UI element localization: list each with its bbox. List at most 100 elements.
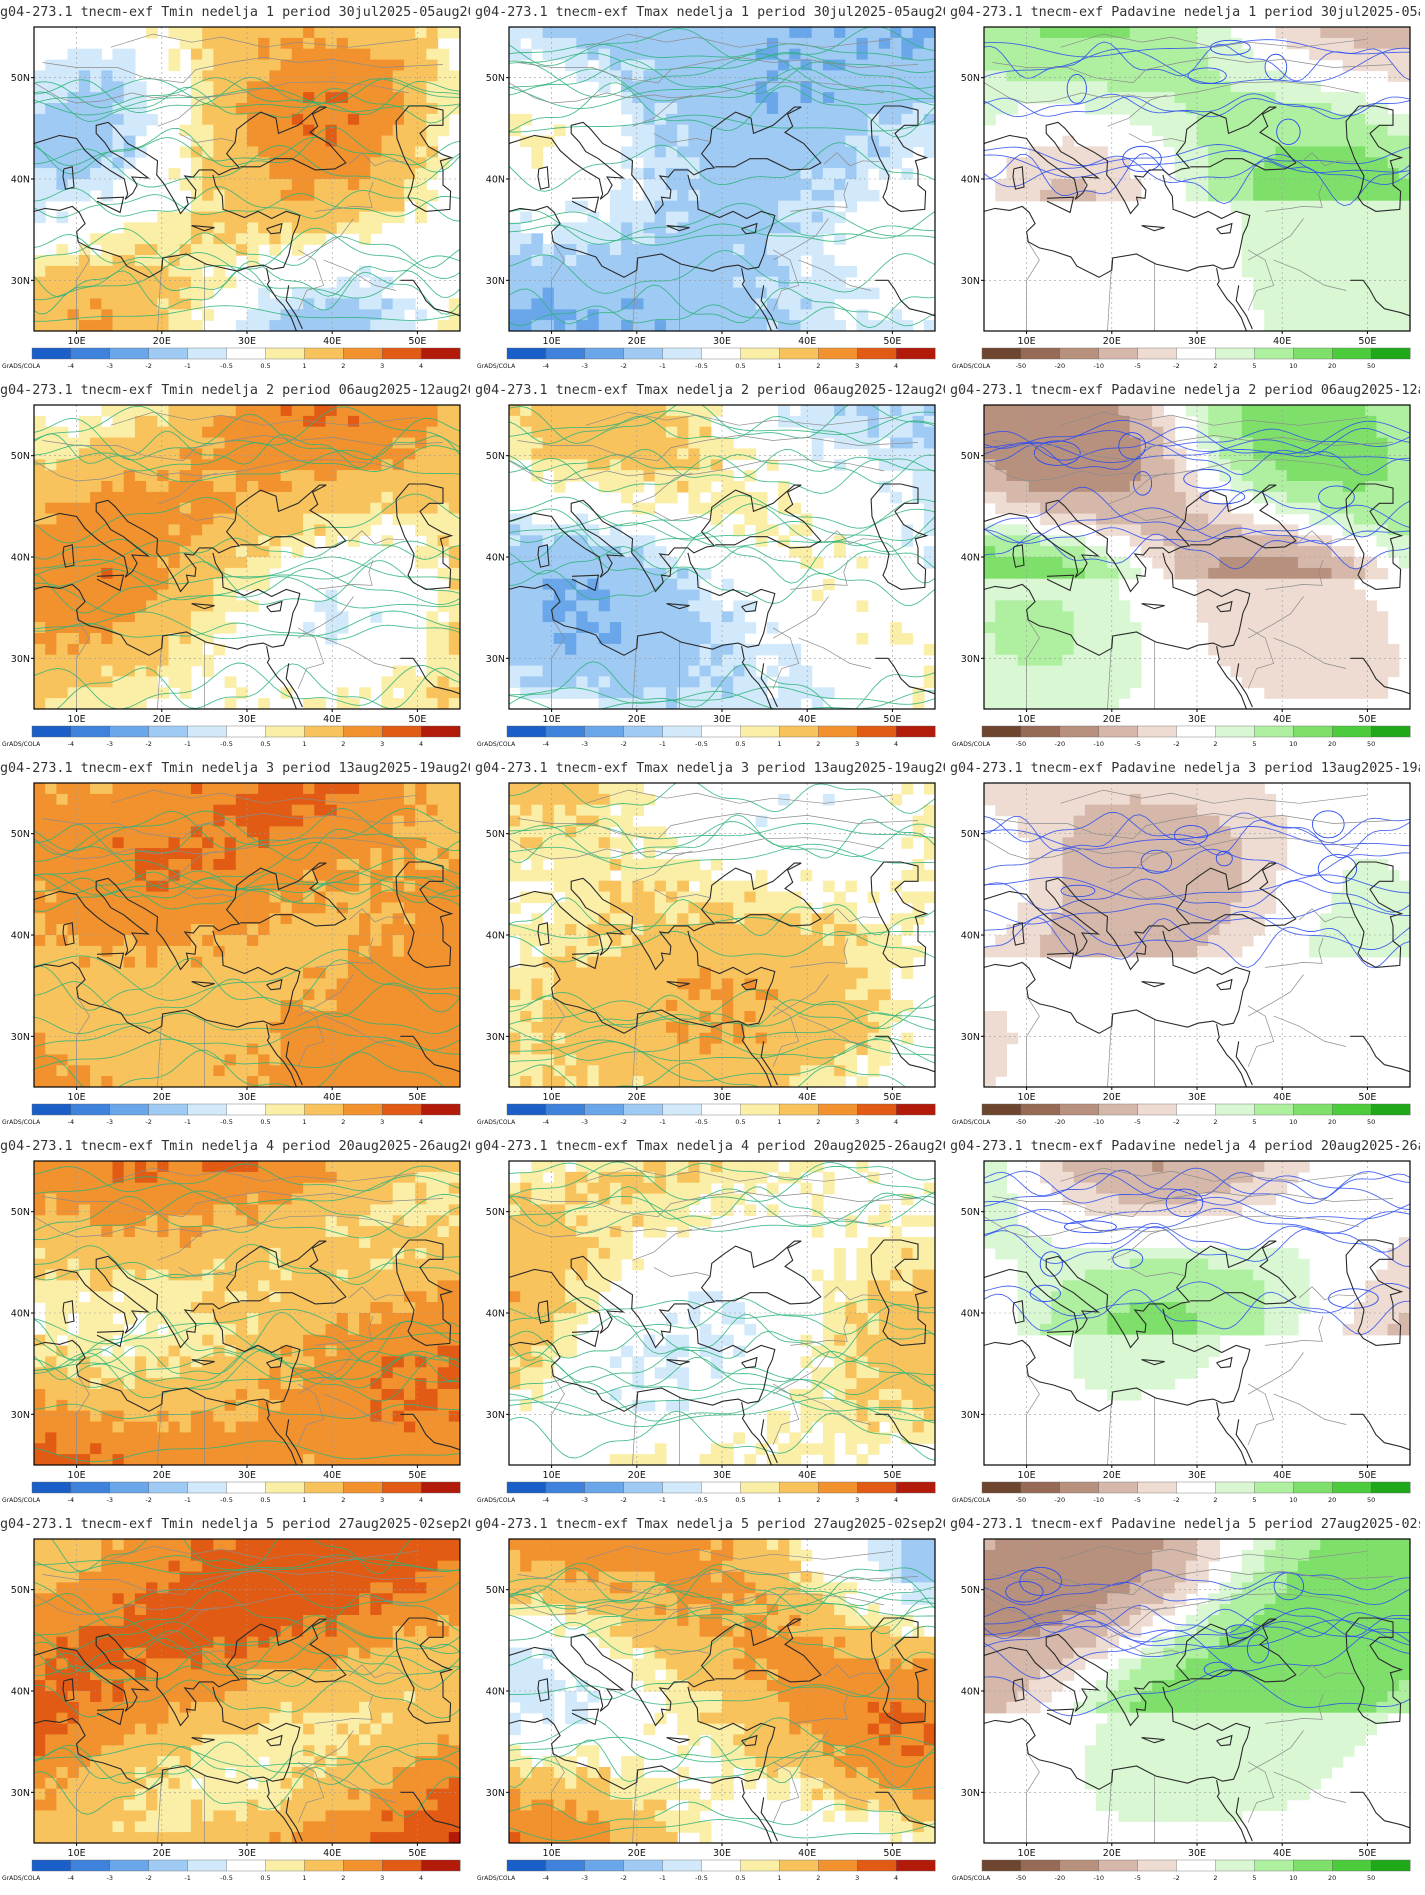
color-bar-label: -0.5 [220, 740, 233, 748]
color-bar-segment [31, 1103, 72, 1116]
color-bar-segment [740, 1103, 780, 1116]
temperature-contours [509, 405, 935, 709]
color-bar-segment [584, 1103, 625, 1116]
color-bar-label: 2 [341, 1118, 345, 1126]
color-bar-segment [304, 725, 344, 738]
color-bar-segment [1098, 1859, 1139, 1872]
map-panel-padavine-week-5: g04-273.1 tnecm-exf Padavine nedelja 5 p… [950, 1512, 1420, 1890]
color-bar-label: -3 [582, 1496, 588, 1504]
credit-label: GrADS/COLA [952, 1875, 991, 1882]
color-bar-label: 2 [816, 1118, 820, 1126]
map-svg: 50N 40N 30N 10E 20E 30E 40E 50E -4 -3 -2 -1 -0.5 0.5 1… [477, 1538, 936, 1882]
map-panel-title: g04-273.1 tnecm-exf Tmax nedelja 3 perio… [475, 761, 945, 776]
longitude-label: 10E [1018, 1848, 1036, 1859]
latitude-label: 40N [961, 175, 980, 186]
color-bar-segment [981, 1481, 1022, 1494]
color-bar-label: 3 [380, 362, 384, 370]
color-bar-label: 2 [816, 740, 820, 748]
color-bar-segment [623, 1103, 664, 1116]
latitude-label: 40N [486, 553, 505, 564]
color-bar-label: 0.5 [735, 1874, 745, 1882]
latitude-label: 50N [11, 73, 30, 84]
color-bar-label: 2 [341, 1874, 345, 1882]
map-svg: 50N 40N 30N 10E 20E 30E 40E 50E -4 -3 -2 -1 -0.5 0.5 1… [477, 26, 936, 370]
color-bar-segment [1176, 1481, 1216, 1494]
color-bar-label: -2 [145, 740, 151, 748]
color-bar-segment [779, 1103, 819, 1116]
color-bar-label: -2 [145, 1118, 151, 1126]
color-bar-label: 10 [1289, 1496, 1297, 1504]
longitude-label: 30E [713, 1848, 731, 1859]
color-bar-segment [31, 347, 72, 360]
color-bar-label: -5 [1134, 362, 1140, 370]
color-bar-label: 5 [1252, 1874, 1256, 1882]
map-panel-tmax-week-3: g04-273.1 tnecm-exf Tmax nedelja 3 perio… [475, 756, 945, 1134]
color-bar-label: 0.5 [735, 740, 745, 748]
longitude-label: 30E [238, 1092, 256, 1103]
color-bar-segment [304, 1103, 344, 1116]
credit-label: GrADS/COLA [2, 1119, 41, 1126]
color-bar-label: 1 [302, 1874, 306, 1882]
color-bar-label: -2 [620, 740, 626, 748]
color-bar-segment [506, 725, 547, 738]
map-panel-tmax-week-1: g04-273.1 tnecm-exf Tmax nedelja 1 perio… [475, 0, 945, 378]
color-bar-label: 1 [777, 1874, 781, 1882]
color-bar-label: 1 [777, 1118, 781, 1126]
color-bar-segment [31, 725, 72, 738]
longitude-label: 50E [408, 1848, 426, 1859]
color-bar-label: -1 [184, 1874, 190, 1882]
longitude-label: 40E [798, 714, 816, 725]
color-bar-segment [740, 1859, 780, 1872]
color-bar-label: 5 [1252, 740, 1256, 748]
latitude-label: 40N [11, 1687, 30, 1698]
color-bar-segment [1176, 725, 1216, 738]
map-svg: 50N 40N 30N 10E 20E 30E 40E 50E -4 -3 -2 -1 -0.5 0.5 1… [477, 782, 936, 1126]
color-bar-label: 4 [894, 1118, 898, 1126]
color-bar-label: -2 [145, 1496, 151, 1504]
longitude-label: 50E [1358, 336, 1376, 347]
color-bar-segment [981, 1103, 1022, 1116]
color-bar-segment [1370, 1103, 1411, 1116]
color-bar-segment [584, 1481, 625, 1494]
longitude-label: 10E [543, 1092, 561, 1103]
graticule [34, 1539, 460, 1843]
longitude-label: 10E [68, 1848, 86, 1859]
color-bar-segment [701, 725, 741, 738]
color-bar: -50 -20 -10 -5 -2 2 5 10 20 50 GrADS/COLA [952, 1859, 1411, 1882]
credit-label: GrADS/COLA [477, 1119, 516, 1126]
color-bar-segment [584, 347, 625, 360]
color-bar-label: 2 [341, 1496, 345, 1504]
longitude-label: 10E [543, 336, 561, 347]
color-bar-label: 3 [380, 740, 384, 748]
color-bar-segment [148, 347, 189, 360]
color-bar-segment [779, 347, 819, 360]
color-bar-label: 3 [855, 362, 859, 370]
color-bar-segment [1020, 1859, 1061, 1872]
map-panel-padavine-week-2: g04-273.1 tnecm-exf Padavine nedelja 2 p… [950, 378, 1420, 756]
color-bar-segment [420, 347, 461, 360]
latitude-label: 40N [486, 1309, 505, 1320]
color-bar-segment [265, 725, 305, 738]
coastlines [984, 33, 1410, 331]
color-bar-segment [545, 725, 586, 738]
latitude-label: 30N [961, 654, 980, 665]
map-svg: 50N 40N 30N 10E 20E 30E 40E 50E -50 -20 -10 -5 -2 2 5 1… [952, 1538, 1411, 1882]
color-bar-label: 2 [1213, 1496, 1217, 1504]
color-bar-segment [623, 1481, 664, 1494]
longitude-label: 20E [1103, 714, 1121, 725]
color-bar-segment [70, 347, 111, 360]
longitude-label: 20E [153, 1848, 171, 1859]
color-bar: -50 -20 -10 -5 -2 2 5 10 20 50 GrADS/COLA [952, 347, 1411, 370]
color-bar-segment [818, 1481, 858, 1494]
longitude-label: 50E [408, 1092, 426, 1103]
color-bar-segment [1215, 725, 1255, 738]
color-bar-segment [420, 1859, 461, 1872]
color-bar-label: -4 [68, 1118, 74, 1126]
color-bar-segment [70, 1103, 111, 1116]
longitude-label: 30E [713, 336, 731, 347]
map-svg: 50N 40N 30N 10E 20E 30E 40E 50E -50 -20 -10 -5 -2 2 5 1… [952, 404, 1411, 748]
color-bar-label: 50 [1367, 1496, 1375, 1504]
color-bar-label: -20 [1054, 740, 1065, 748]
longitude-label: 20E [153, 336, 171, 347]
latitude-label: 30N [11, 1410, 30, 1421]
